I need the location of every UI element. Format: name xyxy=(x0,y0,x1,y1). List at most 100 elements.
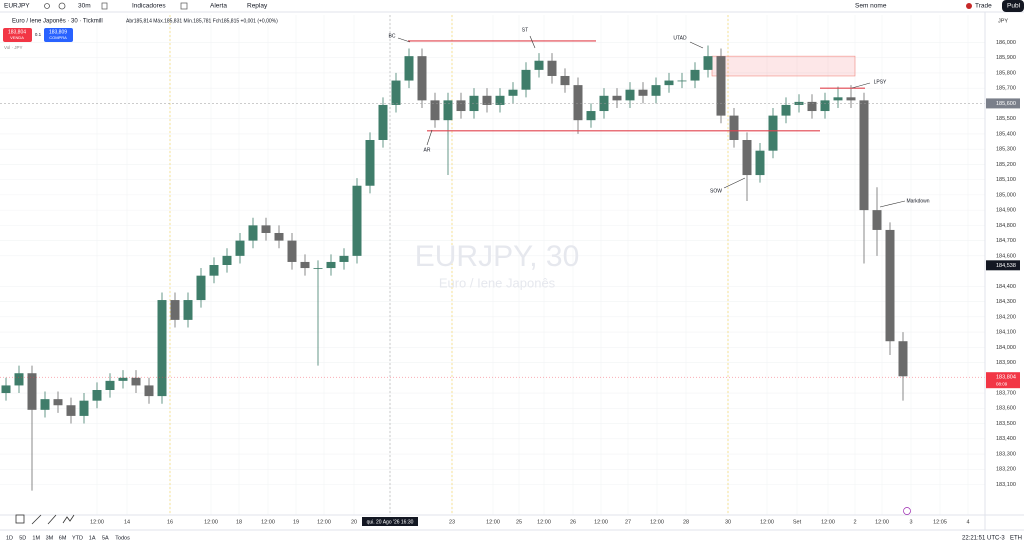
candle-body xyxy=(547,60,557,76)
publish-label: Publ xyxy=(1007,3,1021,10)
range-button[interactable]: 3M xyxy=(46,535,54,541)
candle-body xyxy=(885,229,895,342)
symbol[interactable]: EURJPY xyxy=(4,3,30,10)
candle-body xyxy=(53,399,63,406)
candle-body xyxy=(716,56,726,116)
publish-button[interactable] xyxy=(1002,0,1024,12)
candle-body xyxy=(79,400,89,416)
volume-legend: Vol · JPY xyxy=(4,45,23,50)
x-tick-label: 12:05 xyxy=(933,519,947,525)
y-tick-label: 184,700 xyxy=(996,238,1016,244)
buy-button[interactable] xyxy=(44,28,73,42)
x-tick-label: 30 xyxy=(725,519,731,525)
candle-body xyxy=(248,225,258,241)
y-tick-label: 184,400 xyxy=(996,284,1016,290)
annotation-arrow xyxy=(689,41,704,49)
candle-body xyxy=(612,95,622,101)
candle-body xyxy=(586,111,596,121)
y-tick-label: 186,000 xyxy=(996,40,1016,46)
y-tick-label: 185,800 xyxy=(996,70,1016,76)
x-tick-label: 27 xyxy=(625,519,631,525)
y-tick-label: 184,900 xyxy=(996,208,1016,214)
line-tool[interactable] xyxy=(31,514,42,525)
candle-body xyxy=(755,150,765,176)
price-label-box xyxy=(986,260,1020,271)
trade-icon xyxy=(966,3,972,9)
legend-ohlc: Abr185,814 Máx.185,831 Mín.185,781 Fch18… xyxy=(126,18,278,24)
candle-body xyxy=(443,100,453,121)
annotation-label: AR xyxy=(424,147,431,153)
add-icon[interactable] xyxy=(58,2,66,10)
range-button[interactable]: 1A xyxy=(89,535,96,541)
candle-body xyxy=(664,80,674,86)
x-tick-label: 12:00 xyxy=(821,519,835,525)
x-tick-label: 19 xyxy=(293,519,299,525)
range-button[interactable]: 5D xyxy=(19,535,26,541)
candle-body xyxy=(560,75,570,86)
path-tool[interactable] xyxy=(62,514,75,524)
annotation-arrow xyxy=(879,200,906,208)
candle-body xyxy=(768,115,778,151)
indicators-button[interactable]: Indicadores xyxy=(132,3,166,10)
layout-name[interactable]: Sem nome xyxy=(855,3,887,10)
candle-body xyxy=(456,100,466,112)
candle-body xyxy=(703,56,713,70)
y-tick-label: 183,300 xyxy=(996,451,1016,457)
y-tick-label: 184,300 xyxy=(996,299,1016,305)
candle-body xyxy=(66,405,76,416)
currency: JPY xyxy=(998,18,1008,24)
x-tick-label: 16 xyxy=(167,519,173,525)
candle-body xyxy=(352,185,362,256)
buy-price: 183,809 xyxy=(49,29,67,35)
candle-body xyxy=(183,300,193,320)
rect-tool[interactable] xyxy=(15,514,25,524)
chart-type-icon[interactable] xyxy=(101,2,108,10)
x-tick-label: 12:00 xyxy=(875,519,889,525)
session[interactable]: ETH xyxy=(1010,536,1022,542)
candle-body xyxy=(326,261,336,269)
annotation-label: SOW xyxy=(710,188,722,194)
x-tick-label: 14 xyxy=(124,519,130,525)
candle-body xyxy=(781,104,791,116)
trade-button[interactable]: Trade xyxy=(975,3,992,10)
ray-tool[interactable] xyxy=(47,514,57,525)
x-tick-label: 4 xyxy=(966,519,969,525)
range-button[interactable]: 1M xyxy=(32,535,40,541)
templates-icon[interactable] xyxy=(180,2,188,10)
candle-body xyxy=(261,225,271,233)
range-button[interactable]: 6M xyxy=(59,535,67,541)
candle-body xyxy=(521,69,531,90)
candle-body xyxy=(820,100,830,112)
candle-body xyxy=(690,69,700,81)
annotation-label: Markdown xyxy=(906,198,929,204)
alert-button[interactable]: Alerta xyxy=(210,3,227,10)
candle-body xyxy=(378,104,388,140)
candle-body xyxy=(430,100,440,121)
event-marker[interactable] xyxy=(903,507,911,515)
supply-zone xyxy=(711,55,856,77)
sell-price: 183,804 xyxy=(8,29,26,35)
replay-button[interactable]: Replay xyxy=(247,3,268,10)
range-button[interactable]: 5A xyxy=(102,535,109,541)
annotation-arrow xyxy=(723,177,746,189)
candle-body xyxy=(209,265,219,276)
y-tick-label: 184,800 xyxy=(996,223,1016,229)
y-tick-label: 185,100 xyxy=(996,177,1016,183)
candle-body xyxy=(300,261,310,269)
candle-body xyxy=(729,115,739,140)
range-button[interactable]: Todos xyxy=(115,535,130,541)
range-button[interactable]: YTD xyxy=(72,535,83,541)
watermark-symbol: EURJPY, 30 xyxy=(415,240,580,273)
range-button[interactable]: 1D xyxy=(6,535,13,541)
interval[interactable]: 30m xyxy=(78,3,91,10)
sell-button[interactable] xyxy=(3,28,32,42)
buy-label: COMPRA xyxy=(49,35,67,40)
compare-icon[interactable] xyxy=(44,3,50,9)
y-tick-label: 185,200 xyxy=(996,162,1016,168)
plot-area: EURJPY, 30 Euro / Iene Japonês BC ST UTAD LPS… xyxy=(0,15,985,515)
candle-body xyxy=(573,85,583,121)
annotation-label: UTAD xyxy=(673,35,687,41)
x-tick-label: 2 xyxy=(853,519,856,525)
annotation-arrow xyxy=(397,37,411,43)
